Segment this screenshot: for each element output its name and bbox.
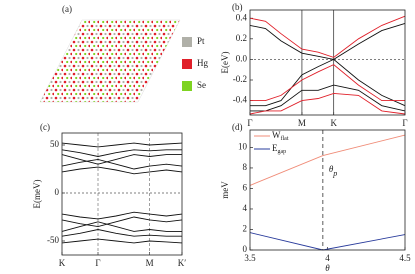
legend-label: Wflat <box>272 130 289 142</box>
lattice-image <box>39 19 181 103</box>
legend-label: Se <box>197 80 206 90</box>
x-tick-label: M <box>298 118 306 128</box>
x-axis-label: θ <box>325 263 330 273</box>
x-tick-label: K <box>59 258 66 268</box>
y-tick-label: 4 <box>243 203 248 213</box>
annotation: θp <box>329 164 337 178</box>
plot-frame <box>249 9 406 116</box>
x-tick-label: Γ <box>95 258 100 268</box>
legend-swatch <box>182 37 192 47</box>
band-line <box>250 84 406 112</box>
band-line <box>61 211 183 220</box>
y-tick-label: 2 <box>243 224 248 234</box>
band-line <box>250 58 406 107</box>
y-tick-label: 0.2 <box>236 33 247 43</box>
plot-frame <box>249 129 406 251</box>
band-line <box>61 221 182 232</box>
band-line <box>249 15 406 58</box>
y-tick-label: -0.4 <box>233 95 248 105</box>
y-tick-label: 0 <box>55 187 60 197</box>
y-axis-label: E(meV) <box>32 180 42 209</box>
legend-swatch <box>182 59 192 69</box>
band-line <box>61 166 183 175</box>
x-tick-label: K′ <box>178 258 186 268</box>
panel-label: (c) <box>40 122 50 132</box>
band-line <box>61 154 182 165</box>
y-tick-label: 0.4 <box>236 12 248 22</box>
x-tick-label: Γ <box>247 118 252 128</box>
x-tick-label: M <box>146 258 154 268</box>
legend-name: W <box>272 130 281 140</box>
band-line <box>61 158 183 170</box>
band-line <box>249 22 406 60</box>
legend-label: Pt <box>197 36 205 46</box>
panel-label: (d) <box>232 122 243 132</box>
band-line <box>250 64 405 102</box>
y-axis-label: meV <box>220 181 230 199</box>
y-tick-label: 0.0 <box>236 53 248 63</box>
annotation-sub: p <box>332 169 337 178</box>
band-line <box>61 142 183 148</box>
x-tick-label: Γ <box>402 118 407 128</box>
panel-label: (a) <box>62 4 72 14</box>
x-tick-label: 4 <box>325 253 330 263</box>
panel-label: (b) <box>232 2 243 12</box>
plot-frame <box>61 132 183 256</box>
band-line <box>61 238 183 244</box>
y-tick-label: 8 <box>243 162 248 172</box>
x-tick-label: 4.5 <box>399 253 411 263</box>
legend-swatch <box>182 81 192 91</box>
legend-sub: flat <box>281 135 289 142</box>
y-tick-label: -50 <box>47 235 59 245</box>
band-line <box>249 92 406 115</box>
legend-sub: gap <box>278 149 287 155</box>
legend-label: Hg <box>197 58 208 68</box>
y-tick-label: 6 <box>243 183 248 193</box>
band-line <box>61 149 182 157</box>
x-tick-label: 3.5 <box>244 253 256 263</box>
x-tick-label: K <box>330 118 337 128</box>
legend-label: Egap <box>272 143 286 155</box>
y-tick-label: 0 <box>243 244 248 254</box>
y-axis-label: E(eV) <box>220 52 230 74</box>
y-tick-label: 50 <box>50 139 60 149</box>
band-line <box>61 216 183 228</box>
legend-name: E <box>272 143 278 153</box>
annotation-symbol: θ <box>329 164 334 174</box>
band-line <box>61 229 182 237</box>
y-tick-label: 10 <box>238 141 248 151</box>
y-tick-label: -0.2 <box>233 74 247 84</box>
band-line <box>249 134 406 186</box>
